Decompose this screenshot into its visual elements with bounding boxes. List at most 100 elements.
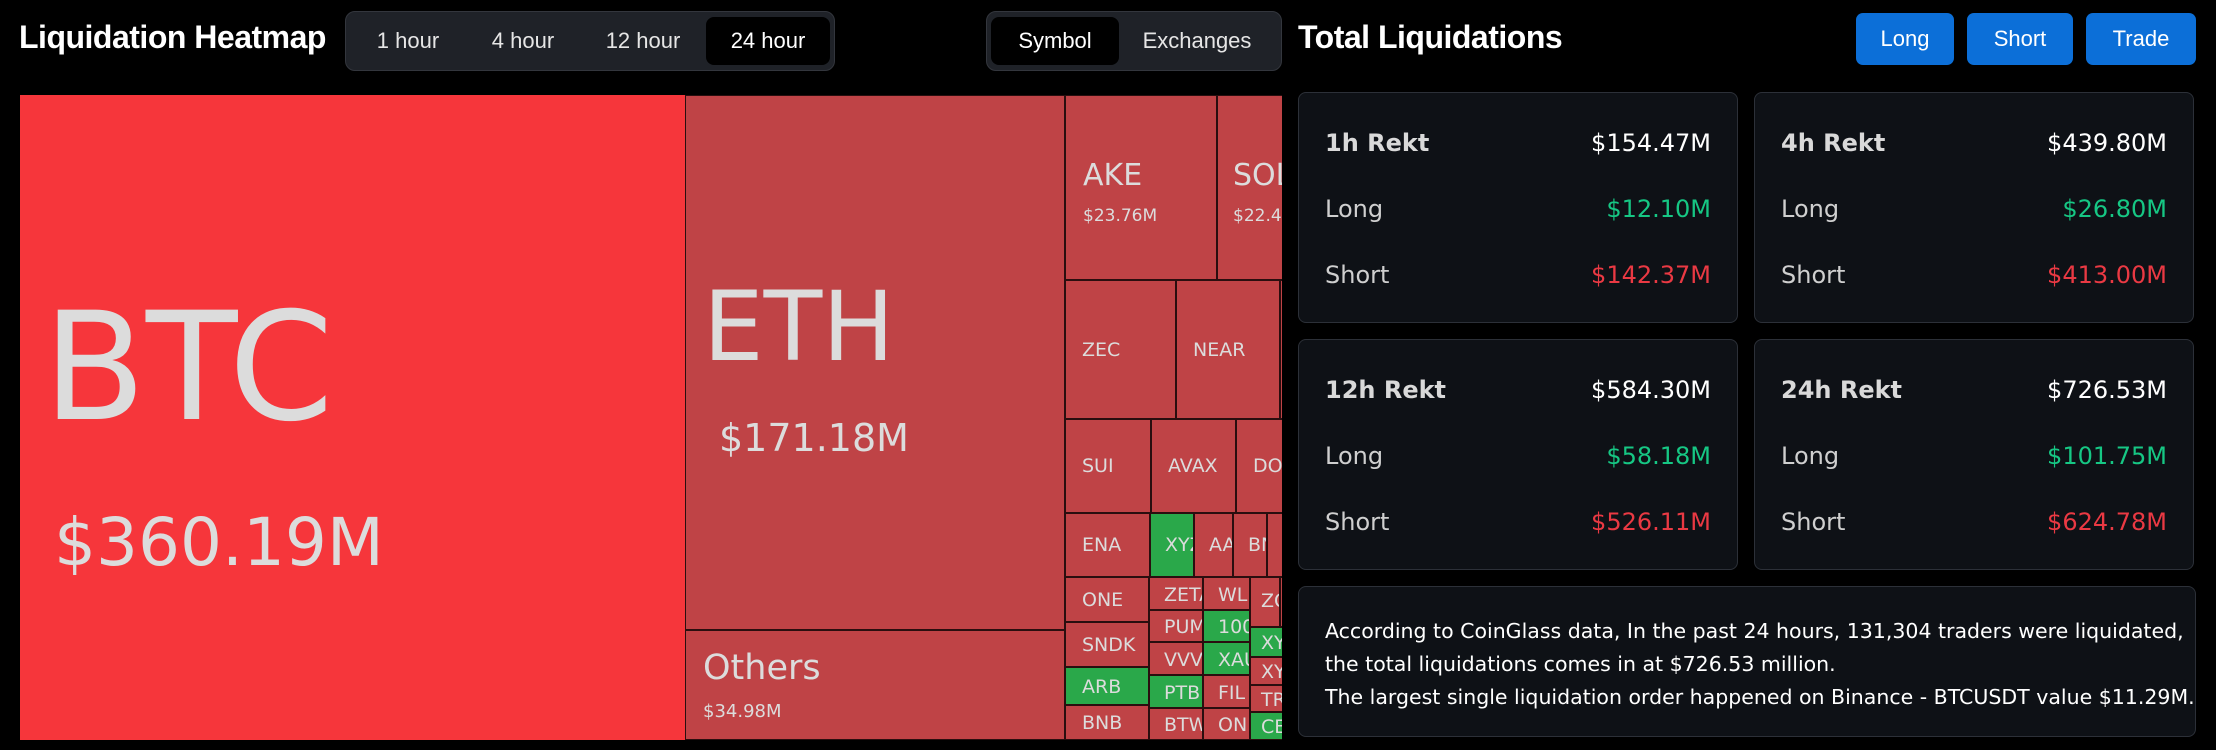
tile-symbol: BTW xyxy=(1164,714,1202,736)
short-value: $526.11M xyxy=(1591,508,1711,536)
heatmap-tile-misc[interactable] xyxy=(1280,577,1282,627)
long-label: Long xyxy=(1325,442,1384,470)
tile-symbol: ONDO xyxy=(1218,714,1249,736)
tile-symbol: WLFI xyxy=(1218,584,1249,606)
heatmap-tile-others[interactable]: Others $34.98M xyxy=(685,630,1065,740)
heatmap-tile-xyo[interactable]: XYO xyxy=(1250,657,1282,685)
short-value: $624.78M xyxy=(2047,508,2167,536)
liquidation-summary: According to CoinGlass data, In the past… xyxy=(1298,586,2196,737)
long-label: Long xyxy=(1781,195,1840,223)
rekt-card-24h: 24h Rekt $726.53M Long $101.75M Short $624.… xyxy=(1754,339,2194,570)
long-label: Long xyxy=(1325,195,1384,223)
heatmap-tile-btw[interactable]: BTW xyxy=(1149,708,1203,740)
heatmap-tile-sol[interactable]: SOL $22.43M xyxy=(1217,95,1282,280)
tile-symbol: ZEC xyxy=(1082,339,1121,361)
short-value: $142.37M xyxy=(1591,261,1711,289)
tile-value: $34.98M xyxy=(703,701,782,722)
tab-symbol[interactable]: Symbol xyxy=(991,17,1119,65)
tile-symbol: SNDK xyxy=(1082,634,1136,656)
tile-symbol: XYZ xyxy=(1165,534,1193,556)
heatmap-tile-one[interactable]: ONE xyxy=(1065,577,1149,622)
tile-symbol: AAVE xyxy=(1209,534,1233,556)
card-total: $154.47M xyxy=(1591,129,1711,157)
heatmap-tile-celo[interactable]: CELO xyxy=(1250,712,1282,740)
long-button[interactable]: Long xyxy=(1856,13,1954,65)
tab-4-hour[interactable]: 4 hour xyxy=(491,28,555,53)
rekt-card-4h: 4h Rekt $439.80M Long $26.80M Short $413.00… xyxy=(1754,92,2194,323)
tile-symbol: NEAR xyxy=(1193,339,1246,361)
tile-symbol: XAU xyxy=(1218,649,1249,671)
tile-symbol: SUI xyxy=(1082,455,1114,477)
short-label: Short xyxy=(1325,508,1390,536)
tile-symbol: XYO xyxy=(1261,661,1282,683)
heatmap-tile-ena[interactable]: ENA xyxy=(1065,513,1150,577)
long-value: $26.80M xyxy=(2062,195,2167,223)
long-label: Long xyxy=(1781,442,1840,470)
heatmap-tile-sndk[interactable]: SNDK xyxy=(1065,622,1149,667)
short-label: Short xyxy=(1325,261,1390,289)
total-liquidations-title: Total Liquidations xyxy=(1298,19,1563,55)
rekt-card-12h: 12h Rekt $584.30M Long $58.18M Short $526.1… xyxy=(1298,339,1738,570)
heatmap-tile-zec[interactable]: ZEC xyxy=(1065,280,1176,419)
tab-24-hour[interactable]: 24 hour xyxy=(706,17,830,65)
heatmap-tile-sui[interactable]: SUI xyxy=(1065,419,1151,513)
heatmap-tile-trx[interactable]: TRX xyxy=(1250,685,1282,712)
tab-12-hour[interactable]: 12 hour xyxy=(605,28,681,53)
heatmap-tile-misc[interactable] xyxy=(1280,280,1282,419)
heatmap-tile-avax[interactable]: AVAX xyxy=(1151,419,1236,513)
tab-1-hour[interactable]: 1 hour xyxy=(376,28,440,53)
liquidation-heatmap: BTC $360.19M ETH $171.18M Others $34.98M… xyxy=(20,95,1282,740)
heatmap-tile-zora[interactable]: ZORA xyxy=(1250,577,1280,627)
heatmap-tile-pump[interactable]: PUMP xyxy=(1149,610,1203,642)
tile-symbol: SOL xyxy=(1233,158,1282,193)
card-title: 12h Rekt xyxy=(1325,376,1447,404)
tile-value: $23.76M xyxy=(1083,206,1158,226)
heatmap-tile-arb[interactable]: ARB xyxy=(1065,667,1149,705)
short-button[interactable]: Short xyxy=(1967,13,2073,65)
tile-symbol: VVV xyxy=(1164,649,1203,671)
view-selector: Symbol Exchanges xyxy=(986,11,1282,71)
heatmap-tile-wlfi[interactable]: WLFI xyxy=(1203,577,1250,610)
trade-button[interactable]: Trade xyxy=(2086,13,2196,65)
tile-symbol: ARB xyxy=(1082,676,1122,698)
heatmap-tile-ondo[interactable]: ONDO xyxy=(1203,708,1250,740)
tab-exchanges[interactable]: Exchanges xyxy=(1142,28,1252,53)
heatmap-tile-zeta[interactable]: ZETA xyxy=(1149,577,1203,610)
card-total: $726.53M xyxy=(2047,376,2167,404)
heatmap-tile-ptb[interactable]: PTB xyxy=(1149,675,1203,708)
summary-line: According to CoinGlass data, In the past… xyxy=(1325,619,2184,643)
heatmap-tile-btc[interactable]: BTC $360.19M xyxy=(20,95,685,740)
tile-symbol: AKE xyxy=(1083,158,1143,193)
heatmap-tile-eth[interactable]: ETH $171.18M xyxy=(685,95,1065,630)
card-total: $439.80M xyxy=(2047,129,2167,157)
summary-line: the total liquidations comes in at $726.… xyxy=(1325,652,1836,676)
tile-symbol: XYZ xyxy=(1261,632,1282,654)
card-title: 24h Rekt xyxy=(1781,376,1903,404)
heatmap-tile-ake[interactable]: AKE $23.76M xyxy=(1065,95,1217,280)
tile-symbol: BTC xyxy=(43,281,334,455)
tile-symbol: CELO xyxy=(1261,716,1282,738)
short-value: $413.00M xyxy=(2047,261,2167,289)
heatmap-tile-misc[interactable] xyxy=(1267,513,1282,577)
heatmap-tile-xyz-2[interactable]: XYZ xyxy=(1250,627,1282,657)
heatmap-tile-xyz[interactable]: XYZ xyxy=(1150,513,1194,577)
heatmap-tile-fil[interactable]: FIL xyxy=(1203,675,1250,708)
heatmap-tile-xau[interactable]: XAU xyxy=(1203,642,1250,675)
heatmap-tile-bnb-small[interactable]: BNB xyxy=(1233,513,1267,577)
rekt-card-1h: 1h Rekt $154.47M Long $12.10M Short $142.37… xyxy=(1298,92,1738,323)
tile-symbol: ENA xyxy=(1082,534,1122,556)
tile-symbol: PTB xyxy=(1164,682,1201,704)
tile-symbol: ONE xyxy=(1082,589,1124,611)
card-title: 4h Rekt xyxy=(1781,129,1886,157)
heatmap-tile-doge[interactable]: DOGE xyxy=(1236,419,1282,513)
heatmap-tile-near[interactable]: NEAR xyxy=(1176,280,1280,419)
heatmap-tile-vvv[interactable]: VVV xyxy=(1149,642,1203,675)
long-value: $58.18M xyxy=(1606,442,1711,470)
tile-symbol: TRX xyxy=(1261,689,1282,711)
tile-value: $360.19M xyxy=(54,504,384,581)
heatmap-tile-bnb[interactable]: BNB xyxy=(1065,705,1149,740)
heatmap-tile-1000[interactable]: 1000 xyxy=(1203,610,1250,642)
heatmap-title: Liquidation Heatmap xyxy=(19,19,326,55)
tile-symbol: ZETA xyxy=(1164,584,1202,606)
heatmap-tile-aave[interactable]: AAVE xyxy=(1194,513,1233,577)
